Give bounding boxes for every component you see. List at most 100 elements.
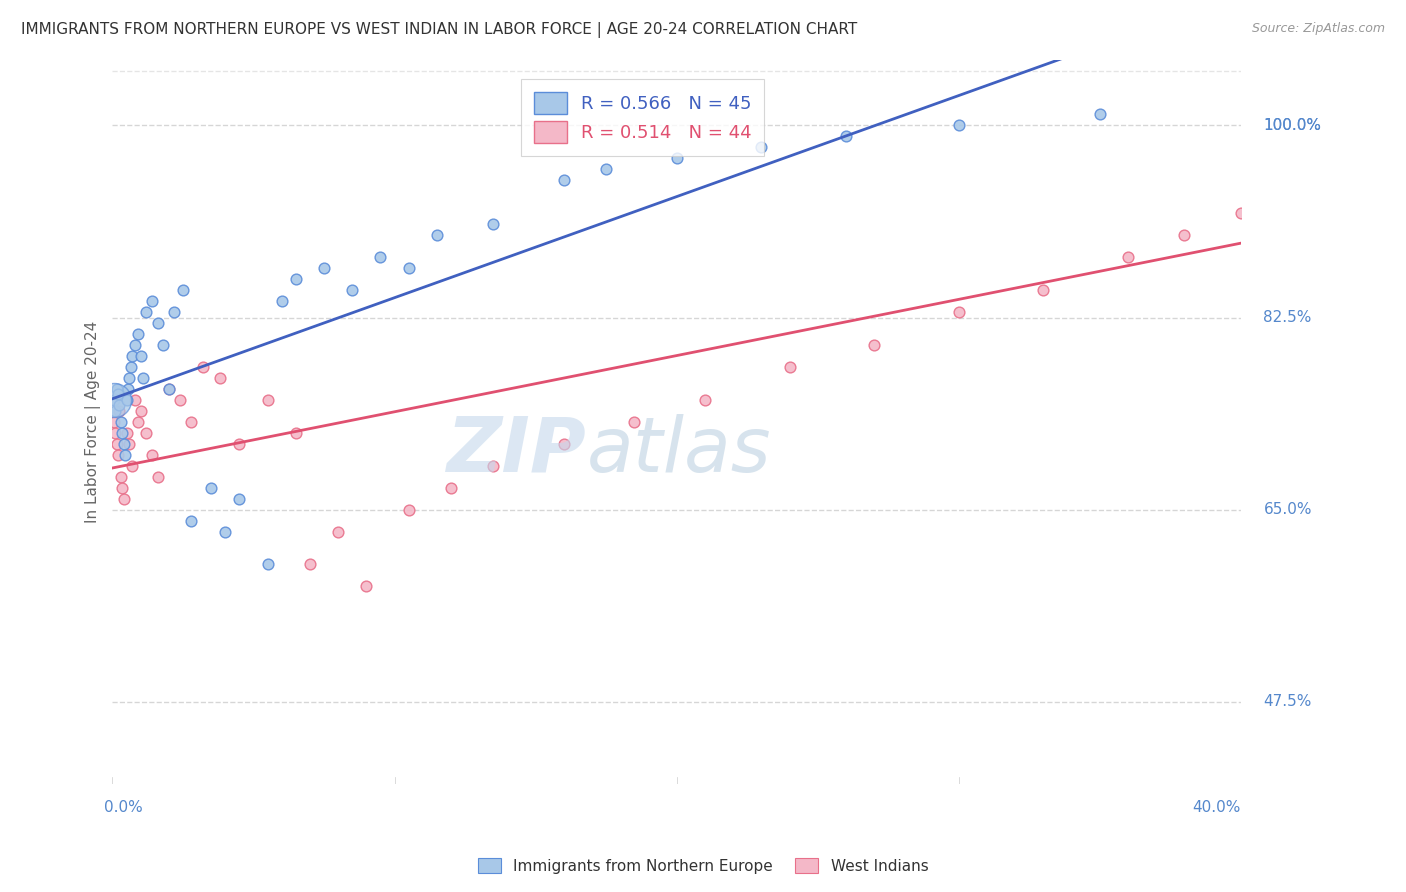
Point [482, 217, 505, 231]
Point [948, 119, 970, 133]
Text: 65.0%: 65.0% [1264, 502, 1312, 517]
Point [121, 349, 143, 363]
Point [107, 387, 129, 401]
Point [256, 558, 278, 572]
Point [124, 338, 146, 352]
Text: IMMIGRANTS FROM NORTHERN EUROPE VS WEST INDIAN IN LABOR FORCE | AGE 20-24 CORREL: IMMIGRANTS FROM NORTHERN EUROPE VS WEST … [21, 22, 858, 38]
Point [948, 305, 970, 319]
Point [312, 261, 335, 276]
Point [595, 162, 617, 177]
Point [103, 392, 125, 407]
Text: atlas: atlas [586, 414, 770, 488]
Point [1230, 206, 1253, 220]
Point [284, 425, 307, 440]
Point [326, 524, 349, 539]
Text: 100.0%: 100.0% [1264, 118, 1322, 133]
Point [105, 382, 128, 396]
Point [693, 392, 716, 407]
Point [180, 415, 202, 429]
Point [104, 425, 127, 440]
Point [107, 448, 129, 462]
Text: 47.5%: 47.5% [1264, 694, 1312, 709]
Point [135, 425, 157, 440]
Point [127, 415, 149, 429]
Point [112, 491, 135, 506]
Point [117, 382, 139, 396]
Point [623, 415, 645, 429]
Point [863, 338, 886, 352]
Point [108, 404, 131, 418]
Point [105, 436, 128, 450]
Point [115, 425, 138, 440]
Text: Source: ZipAtlas.com: Source: ZipAtlas.com [1251, 22, 1385, 36]
Point [398, 502, 420, 516]
Point [157, 382, 180, 396]
Text: ZIP: ZIP [447, 414, 586, 488]
Point [553, 173, 575, 187]
Point [163, 305, 186, 319]
Point [749, 140, 772, 154]
Point [553, 436, 575, 450]
Point [110, 469, 132, 483]
Point [118, 436, 141, 450]
Point [356, 579, 378, 593]
Point [111, 481, 134, 495]
Point [270, 293, 292, 308]
Point [342, 283, 364, 297]
Point [1244, 184, 1267, 198]
Text: 0.0%: 0.0% [104, 800, 142, 815]
Point [103, 415, 125, 429]
Point [120, 359, 142, 374]
Text: 40.0%: 40.0% [1192, 800, 1241, 815]
Point [1286, 140, 1309, 154]
Point [124, 392, 146, 407]
Point [835, 129, 858, 144]
Point [104, 404, 127, 418]
Point [146, 316, 169, 330]
Point [146, 469, 169, 483]
Legend: Immigrants from Northern Europe, West Indians: Immigrants from Northern Europe, West In… [471, 852, 935, 880]
Point [214, 524, 236, 539]
Point [440, 481, 463, 495]
Point [141, 293, 163, 308]
Point [115, 392, 138, 407]
Text: 82.5%: 82.5% [1264, 310, 1312, 325]
Point [1116, 250, 1139, 264]
Y-axis label: In Labor Force | Age 20-24: In Labor Force | Age 20-24 [86, 320, 101, 523]
Point [108, 398, 131, 412]
Point [1258, 162, 1281, 177]
Point [426, 228, 449, 243]
Point [118, 371, 141, 385]
Point [157, 382, 180, 396]
Point [228, 436, 250, 450]
Point [1088, 107, 1111, 121]
Point [398, 261, 420, 276]
Point [191, 359, 214, 374]
Point [665, 152, 688, 166]
Point [132, 371, 155, 385]
Point [127, 326, 149, 341]
Point [1173, 228, 1195, 243]
Point [779, 359, 801, 374]
Point [284, 272, 307, 286]
Point [129, 349, 152, 363]
Legend: R = 0.566   N = 45, R = 0.514   N = 44: R = 0.566 N = 45, R = 0.514 N = 44 [522, 79, 765, 156]
Point [200, 481, 222, 495]
Point [298, 558, 321, 572]
Point [228, 491, 250, 506]
Point [110, 415, 132, 429]
Point [370, 250, 392, 264]
Point [135, 305, 157, 319]
Point [180, 514, 202, 528]
Point [111, 425, 134, 440]
Point [208, 371, 231, 385]
Point [103, 392, 125, 407]
Point [1032, 283, 1054, 297]
Point [482, 458, 505, 473]
Point [169, 392, 191, 407]
Point [121, 458, 143, 473]
Point [172, 283, 194, 297]
Point [112, 436, 135, 450]
Text: 100.0%: 100.0% [1264, 118, 1322, 133]
Point [256, 392, 278, 407]
